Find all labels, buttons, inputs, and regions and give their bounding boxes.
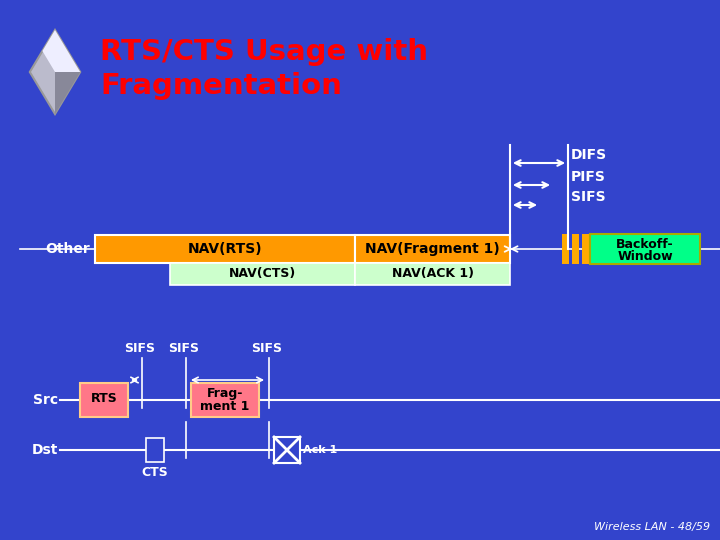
Text: SIFS: SIFS: [571, 190, 606, 204]
Polygon shape: [55, 72, 80, 114]
Bar: [590, 234, 700, 264]
Bar: [191, 383, 259, 417]
Polygon shape: [30, 30, 80, 114]
Bar: [355, 263, 510, 285]
Text: SIFS: SIFS: [168, 341, 199, 354]
Text: Other: Other: [45, 242, 90, 256]
Text: Dst: Dst: [32, 443, 58, 457]
Text: Frag-: Frag-: [207, 387, 243, 400]
Text: SIFS: SIFS: [125, 341, 156, 354]
Bar: [170, 263, 355, 285]
Bar: [572, 234, 579, 264]
Text: RTS: RTS: [91, 392, 117, 404]
Bar: [582, 234, 589, 264]
Text: NAV(RTS): NAV(RTS): [188, 242, 262, 256]
Bar: [146, 438, 164, 462]
Bar: [80, 383, 128, 417]
Bar: [274, 437, 300, 463]
Text: RTS/CTS Usage with: RTS/CTS Usage with: [100, 38, 428, 66]
Text: Src: Src: [33, 393, 58, 407]
Text: Wireless LAN - 48/59: Wireless LAN - 48/59: [594, 522, 710, 532]
Bar: [355, 235, 510, 263]
Text: Ack 1: Ack 1: [303, 445, 337, 455]
Text: CTS: CTS: [142, 466, 168, 479]
Text: SIFS: SIFS: [251, 341, 282, 354]
Text: NAV(CTS): NAV(CTS): [229, 267, 296, 280]
Text: NAV(Fragment 1): NAV(Fragment 1): [365, 242, 500, 256]
Polygon shape: [42, 30, 80, 72]
Bar: [95, 235, 355, 263]
Text: ment 1: ment 1: [200, 401, 250, 414]
Text: Backoff-: Backoff-: [616, 238, 674, 251]
Text: DIFS: DIFS: [571, 148, 607, 162]
Bar: [562, 234, 569, 264]
Text: PIFS: PIFS: [571, 170, 606, 184]
Text: NAV(ACK 1): NAV(ACK 1): [392, 267, 474, 280]
Text: Fragmentation: Fragmentation: [100, 72, 342, 100]
Text: Window: Window: [617, 249, 672, 262]
